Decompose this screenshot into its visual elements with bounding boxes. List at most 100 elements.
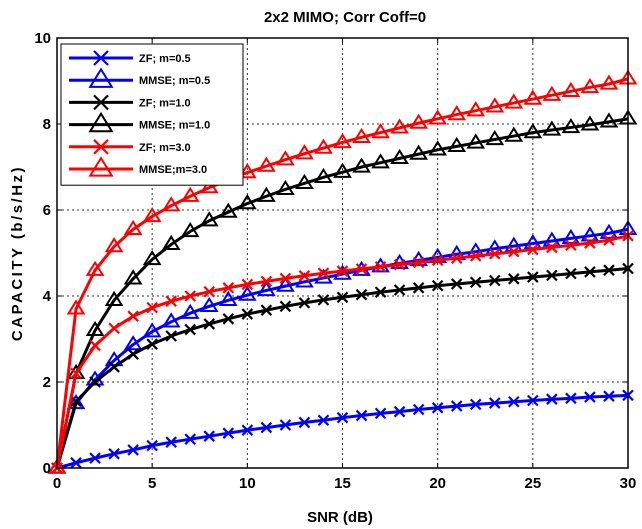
triangle-marker [257, 186, 276, 202]
x-marker [93, 50, 109, 66]
x-marker [355, 288, 368, 301]
triangle-marker [142, 206, 162, 223]
x-marker [203, 430, 216, 442]
y-tick-label: 6 [43, 202, 51, 219]
x-marker [527, 271, 539, 283]
x-marker [127, 348, 139, 360]
x-marker [279, 419, 292, 431]
x-marker [317, 267, 330, 279]
x-marker [508, 245, 520, 258]
triangle-marker [47, 458, 67, 474]
triangle-marker [580, 77, 600, 94]
x-marker [412, 256, 425, 269]
x-marker [317, 414, 330, 427]
triangle-marker [390, 148, 409, 165]
x-marker [165, 330, 177, 342]
x-marker [222, 313, 235, 325]
x-marker [241, 278, 254, 291]
triangle-marker [199, 178, 219, 194]
x-marker [241, 308, 254, 320]
x-marker [565, 239, 577, 252]
legend-label: ZF; m=1.0 [139, 97, 191, 109]
x-tick-label: 20 [429, 475, 446, 492]
triangle-marker [599, 112, 619, 128]
x-tick-label: 15 [334, 475, 351, 492]
x-marker [546, 269, 558, 282]
triangle-marker [409, 144, 428, 160]
y-tick-label: 0 [43, 460, 51, 477]
x-marker [565, 392, 577, 405]
triangle-marker [371, 123, 390, 139]
triangle-marker [104, 237, 124, 253]
x-tick-label: 0 [53, 475, 61, 492]
triangle-marker [314, 167, 333, 183]
triangle-marker [333, 162, 352, 178]
x-marker [108, 448, 120, 460]
x-marker [89, 376, 101, 388]
x-marker [184, 433, 197, 445]
x-marker [336, 411, 349, 424]
x-marker [70, 395, 82, 408]
triangle-marker [161, 234, 181, 251]
triangle-marker [390, 118, 409, 134]
x-marker [336, 291, 349, 304]
triangle-marker [88, 111, 114, 133]
x-marker [412, 403, 425, 416]
triangle-marker [504, 126, 524, 142]
x-marker [93, 139, 109, 155]
triangle-marker [599, 223, 619, 239]
triangle-marker [199, 211, 219, 227]
triangle-marker [66, 299, 86, 315]
x-marker [93, 94, 109, 111]
x-marker [374, 407, 387, 420]
x-marker [165, 295, 177, 307]
triangle-marker [180, 303, 200, 319]
x-marker [298, 416, 311, 429]
x-marker [260, 275, 273, 288]
triangle-marker [599, 74, 619, 90]
x-tick-label: 25 [524, 475, 541, 492]
x-marker [146, 338, 158, 350]
x-marker [127, 310, 139, 322]
triangle-marker [237, 194, 257, 210]
triangle-marker [85, 260, 105, 276]
y-tick-label: 2 [43, 374, 51, 391]
x-marker [336, 265, 349, 277]
x-marker [565, 267, 577, 280]
triangle-marker [257, 280, 276, 297]
x-marker [241, 424, 254, 436]
triangle-marker [409, 113, 428, 129]
x-marker [203, 318, 216, 330]
x-marker [165, 436, 177, 448]
triangle-marker [66, 394, 86, 410]
x-marker [108, 361, 120, 373]
legend-label: MMSE;m=3.0 [139, 164, 207, 176]
legend-label: MMSE; m=0.5 [139, 75, 210, 87]
x-marker [146, 301, 158, 314]
triangle-marker [561, 117, 581, 134]
x-marker [469, 250, 482, 262]
triangle-marker [104, 290, 124, 306]
x-marker [488, 248, 501, 260]
triangle-marker [218, 290, 238, 306]
triangle-marker [352, 157, 371, 173]
triangle-marker [276, 179, 295, 196]
legend-box [60, 43, 244, 186]
triangle-marker [371, 153, 390, 169]
x-marker [527, 243, 539, 256]
triangle-marker [218, 202, 238, 218]
series-mmse-m-3-0 [47, 69, 638, 474]
triangle-marker [523, 123, 543, 139]
triangle-marker [561, 228, 581, 245]
series-mmse-m-1-0 [47, 109, 638, 474]
x-marker [584, 391, 596, 403]
x-marker [431, 254, 444, 267]
x-marker [488, 274, 501, 287]
series-zf-m-0-5 [51, 389, 634, 474]
chart-title: 2x2 MIMO; Corr Coff=0 [264, 9, 426, 26]
x-marker [222, 427, 235, 439]
triangle-marker [161, 312, 181, 328]
x-marker [393, 405, 406, 418]
x-marker [431, 279, 444, 292]
x-marker [70, 457, 82, 469]
